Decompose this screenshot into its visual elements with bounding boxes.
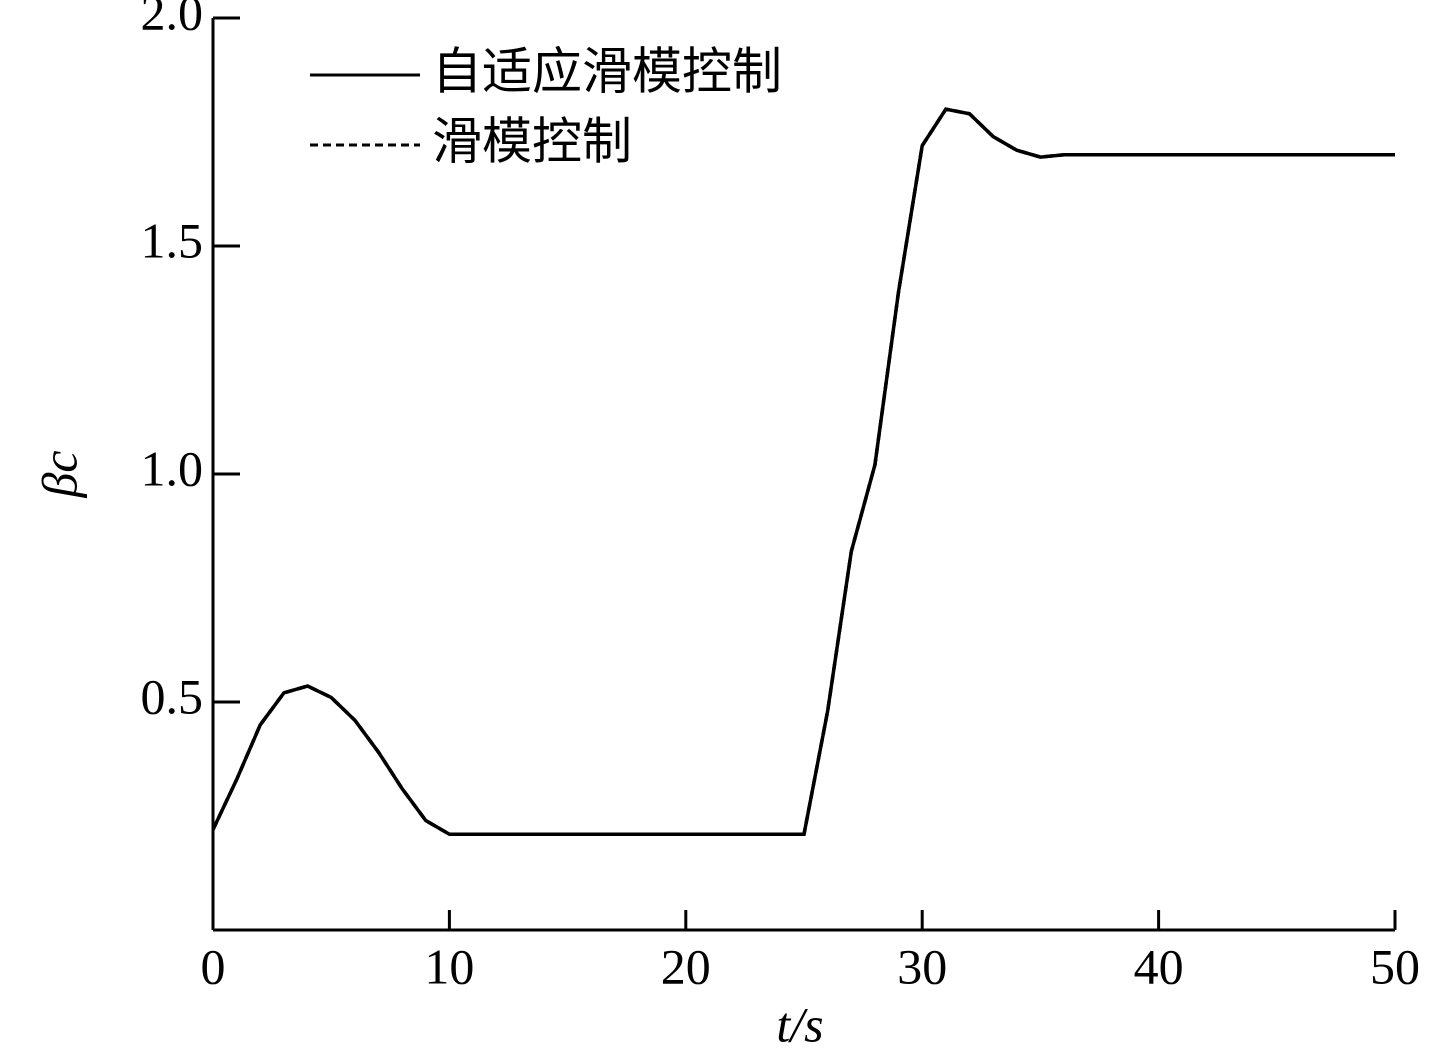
y-tick-label: 0.5 (141, 668, 204, 724)
x-tick-label: 20 (661, 938, 711, 994)
x-tick-label: 50 (1370, 938, 1420, 994)
line-series (211, 107, 1395, 836)
y-tick-label: 1.0 (141, 440, 204, 496)
x-tick-label: 10 (424, 938, 474, 994)
line-series (211, 107, 1395, 836)
x-axis-label: t/s (776, 996, 823, 1051)
x-tick-label: 40 (1134, 938, 1184, 994)
x-tick-label: 30 (897, 938, 947, 994)
legend-label: 自适应滑模控制 (432, 43, 782, 101)
y-axis-label: βc (31, 450, 87, 498)
y-tick-label: 2.0 (141, 0, 204, 40)
legend-label: 滑模控制 (432, 113, 632, 171)
y-tick-label: 1.5 (141, 212, 204, 268)
x-tick-label: 0 (201, 938, 226, 994)
